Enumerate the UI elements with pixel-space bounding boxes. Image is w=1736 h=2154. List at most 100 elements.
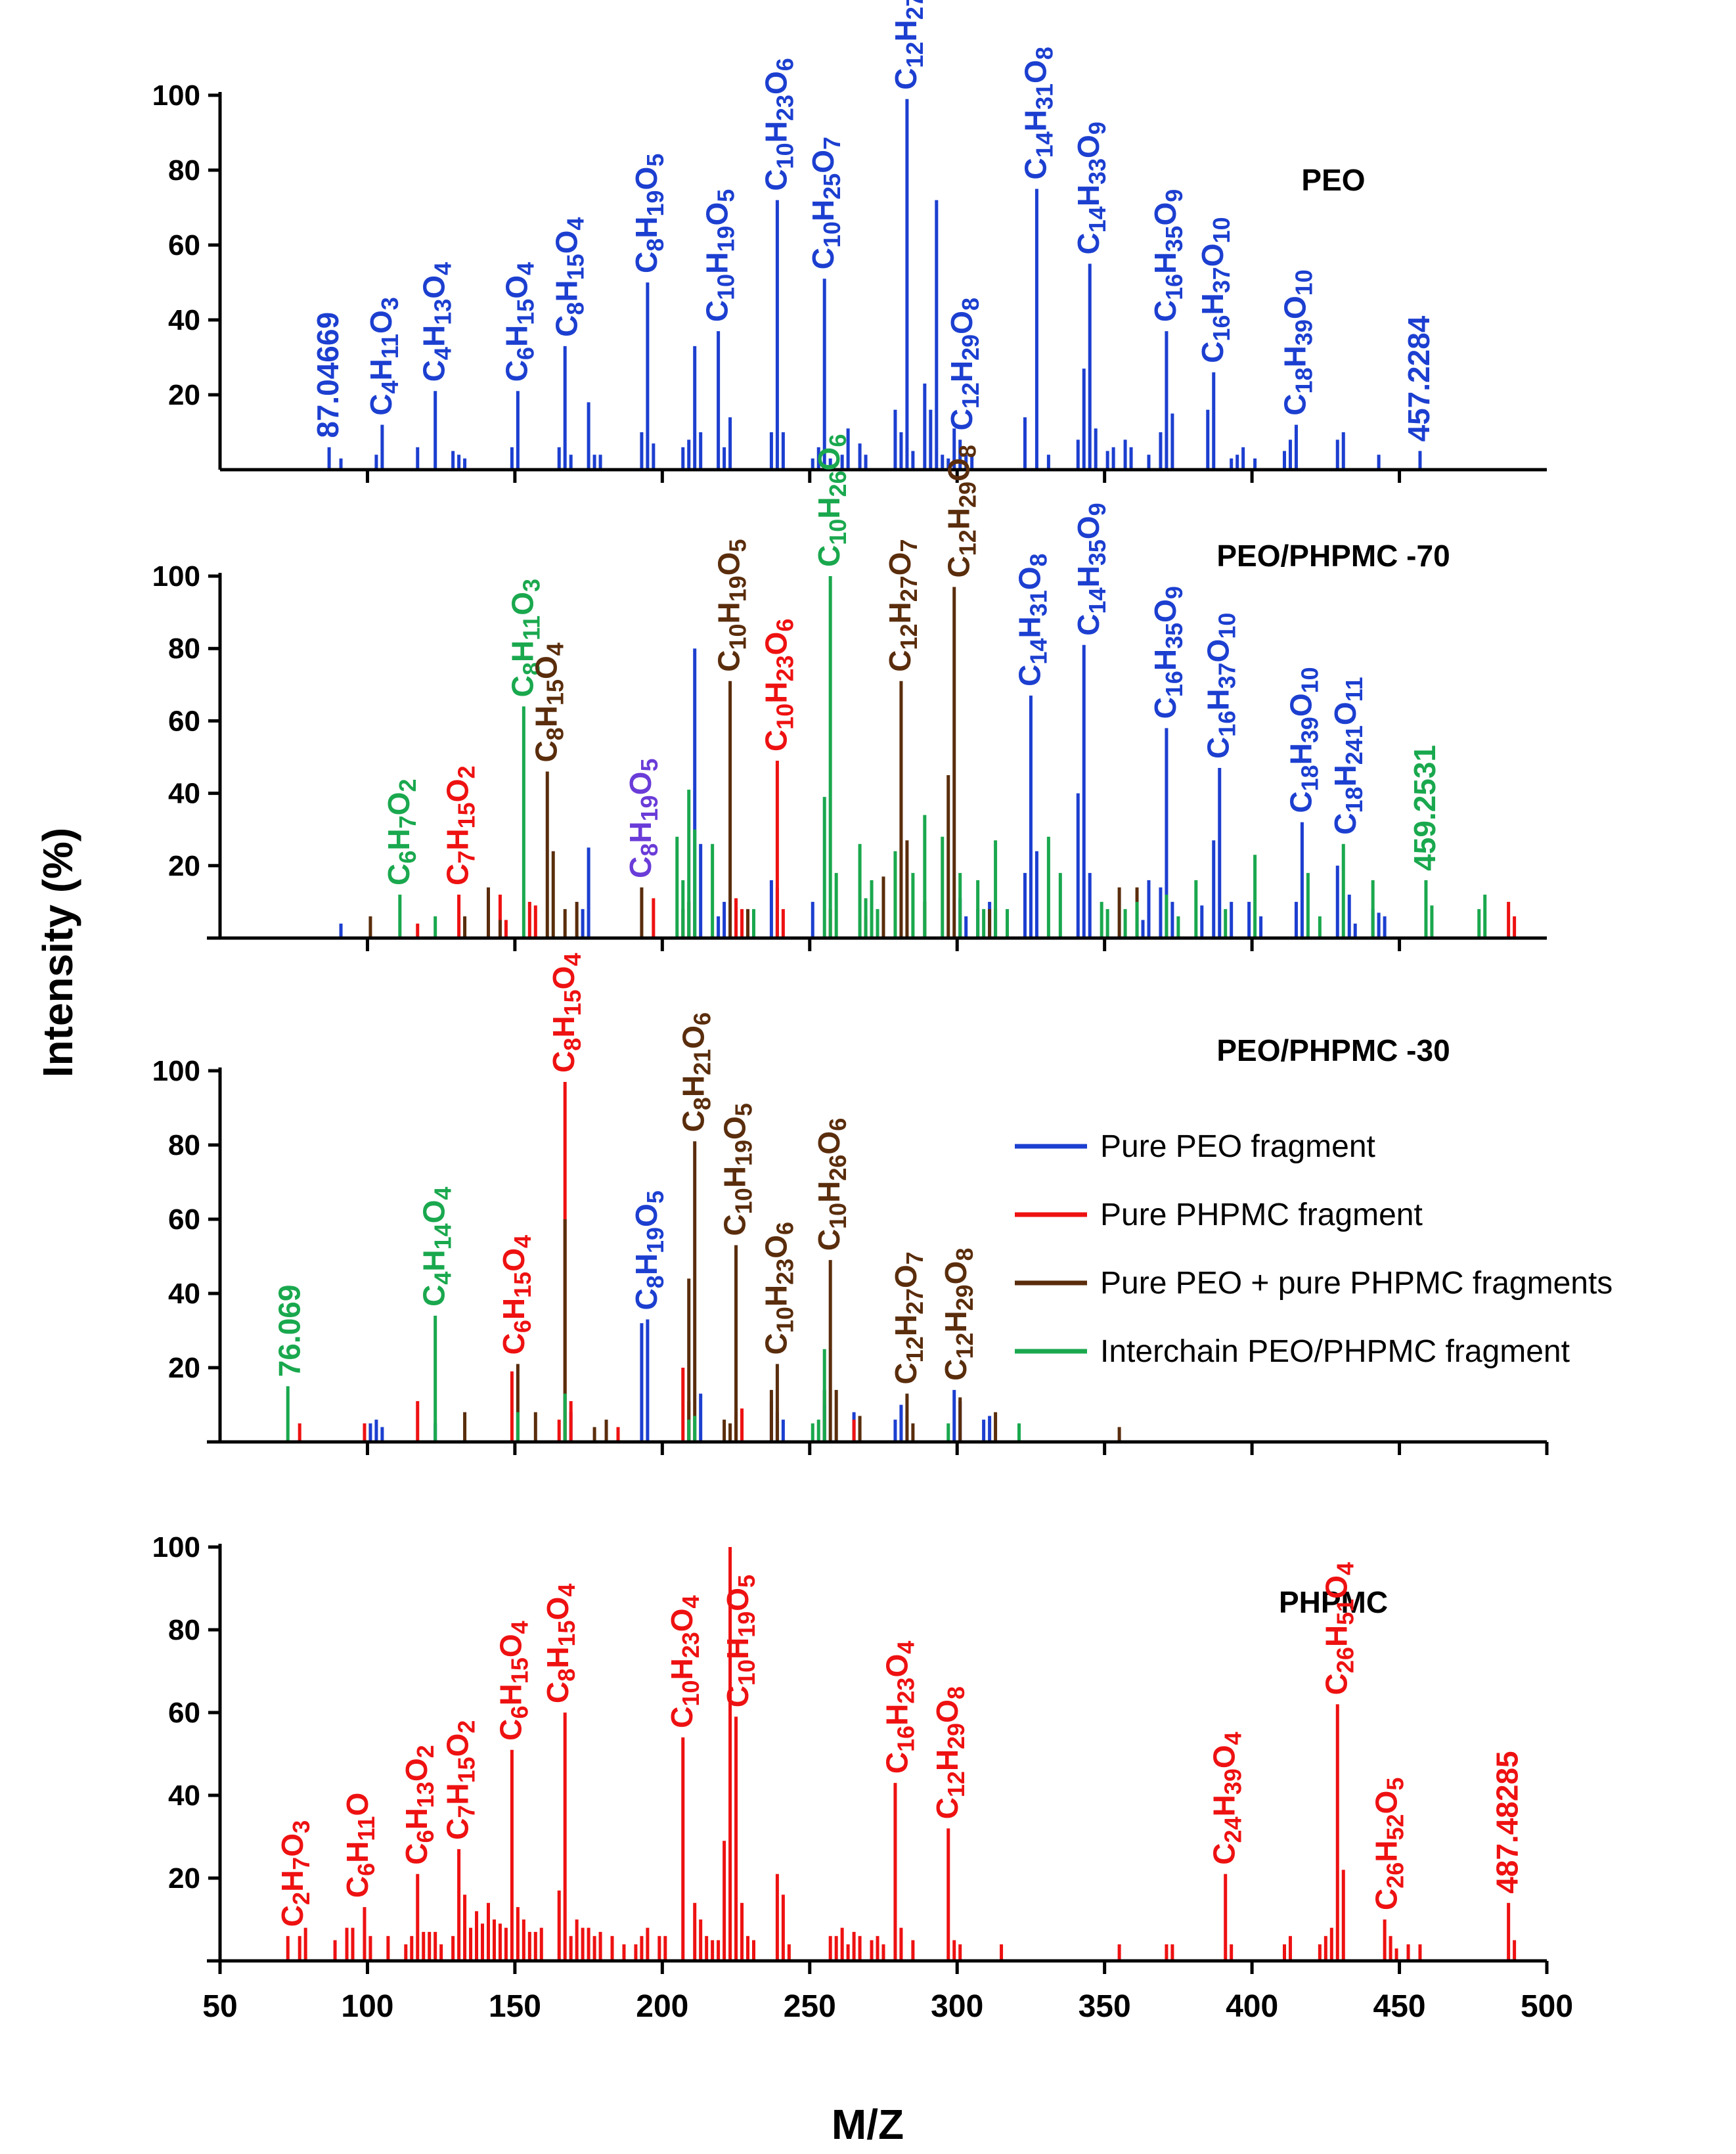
spectrum-panel-3: PEO/PHPMC -30 20 40 60 80 100 76.069 C4H14O4 C6H… [152,953,1549,1455]
x-tick-label: 250 [784,1989,836,2024]
panel-title: PEO/PHPMC -70 [1216,539,1450,573]
peak-annotation: C2H7O3 [275,1820,315,1927]
y-tick-label: 60 [168,705,200,737]
peak-annotation: C6H11O [340,1793,380,1898]
peak-annotation: C10H26O6 [812,1118,851,1251]
peak-annotation: C8H11O3 [505,579,545,697]
x-tick-label: 200 [636,1989,688,2024]
x-tick-label: 100 [341,1989,393,2024]
y-tick-label: 80 [168,1614,200,1646]
spectrum-panel-2: PEO/PHPMC -70 20 40 60 80 100 C6H7O2 C7H15O2 C8H… [152,434,1547,951]
x-tick-label: 350 [1079,1989,1131,2024]
x-axis-label: M/Z [832,2101,904,2148]
peak-annotation: C10H23O6 [759,58,798,191]
y-tick-label: 40 [168,1278,200,1310]
legend: Pure PEO fragment Pure PHPMC fragment Pure… [1015,1129,1613,1369]
peak-annotation: C14H35O9 [1071,503,1111,635]
peak-annotation: C12H29O8 [930,1686,969,1819]
peak-annotation: C8H15O4 [546,953,586,1073]
peak-annotation: C10H19O5 [721,1575,760,1707]
x-tick-label: 450 [1373,1989,1426,2024]
legend-label: Pure PEO fragment [1100,1129,1375,1164]
x-tick-label: 300 [931,1989,983,2024]
series-phpmc [286,1547,1517,1961]
y-tick-label: 80 [168,154,200,187]
peak-annotation: C8H15O4 [529,642,568,762]
y-tick-label: 40 [168,304,200,336]
peak-annotation: C10H25O7 [806,137,845,269]
peak-annotation: C16H35O9 [1148,189,1188,322]
panel-title: PEO [1301,163,1365,197]
peak-annotation: C10H26O6 [812,434,851,567]
peak-annotation: 487.48285 [1490,1751,1525,1893]
legend-label: Pure PEO + pure PHPMC fragments [1100,1266,1613,1301]
y-tick-label: 60 [168,229,200,261]
y-tick-label: 100 [152,1531,200,1563]
y-axis-label: Intensity (%) [34,828,81,1077]
peak-annotation: C16H35O9 [1148,586,1188,719]
peak-annotation: C8H19O5 [629,1190,669,1310]
peak-annotation: C12H29O8 [942,445,981,577]
y-tick-label: 20 [168,1352,200,1384]
peak-annotation: 459.2531 [1408,745,1442,871]
y-tick-label: 40 [168,1780,200,1812]
peak-annotation: C12H27O7 [883,539,922,671]
peak-annotation: C6H15O4 [499,262,539,382]
peak-annotation: C7H15O2 [441,766,480,886]
peak-annotation: C6H15O4 [497,1235,536,1355]
x-tick-label: 400 [1226,1989,1278,2024]
y-tick-label: 20 [168,850,200,882]
series-inter [286,1315,1021,1442]
peak-annotation: C14H31O8 [1012,553,1052,686]
legend-label: Pure PHPMC fragment [1100,1198,1423,1232]
peak-annotation: C8H19O5 [629,154,669,273]
y-tick-label: 100 [152,560,200,593]
peak-annotation: C4H11O3 [364,297,403,415]
peak-annotation: C8H15O4 [541,1584,580,1703]
peak-annotation: C10H19O5 [700,189,740,322]
y-tick-label: 100 [152,79,200,112]
peak-annotation: C24H39O4 [1207,1732,1247,1864]
series-combo [463,1141,1121,1442]
peak-annotation: C14H31O8 [1018,47,1057,179]
peak-annotation: C10H19O5 [712,539,751,671]
peak-annotation: C6H13O2 [399,1745,439,1864]
peak-annotation: C10H23O6 [759,1222,798,1355]
y-tick-label: 80 [168,1129,200,1161]
x-tick-label: 500 [1521,1989,1573,2024]
peak-annotation: C18H241O11 [1328,677,1368,834]
x-tick-label: 50 [202,1989,237,2024]
peak-annotation: 76.069 [273,1285,307,1378]
peak-annotation: 457.2284 [1402,315,1436,441]
peak-annotation: C8H15O4 [550,217,589,337]
peak-annotation: C12H27O7 [889,1251,928,1384]
peak-annotation: C12H29O8 [945,298,984,430]
y-tick-label: 60 [168,1203,200,1236]
y-tick-label: 20 [168,1862,200,1895]
panel-title: PHPMC [1279,1585,1388,1619]
peak-annotation: C12H27O7 [889,0,928,90]
series-inter [398,576,1487,938]
x-tick-label: 150 [489,1989,541,2024]
legend-label: Interchain PEO/PHPMC fragment [1100,1334,1570,1369]
peak-annotation: C16H23O4 [879,1641,919,1774]
peak-annotation: C10H23O6 [759,619,798,752]
peak-annotation: C7H15O2 [441,1720,480,1840]
peak-annotation: C6H7O2 [382,779,421,886]
peak-annotation: C18H39O10 [1278,269,1317,415]
peak-annotation: C26H51O4 [1319,1562,1358,1695]
peak-annotation: C16H37O10 [1201,613,1241,759]
y-tick-label: 80 [168,633,200,665]
peak-annotation: C12H29O8 [939,1248,978,1381]
peak-annotation: C16H37O10 [1195,217,1235,363]
peak-annotation: C10H23O4 [665,1595,704,1728]
peak-annotation: C8H21O6 [677,1012,716,1132]
peak-annotation: C4H14O4 [417,1187,456,1307]
peak-annotation: C8H19O5 [623,759,663,878]
spectrum-panel-4: PHPMC 20 40 60 80 100 50 100 150 200 250 300 350 400 4… [152,1531,1573,2024]
spectrum-panel-1: PEO 20 40 60 80 100 87.04669 C4H11O3 C4H13O4 C6H1… [152,0,1547,483]
peak-annotation: C6H15O4 [493,1621,533,1740]
peak-annotation: C10H19O5 [718,1103,757,1236]
peak-annotation: C14H33O9 [1071,122,1111,254]
